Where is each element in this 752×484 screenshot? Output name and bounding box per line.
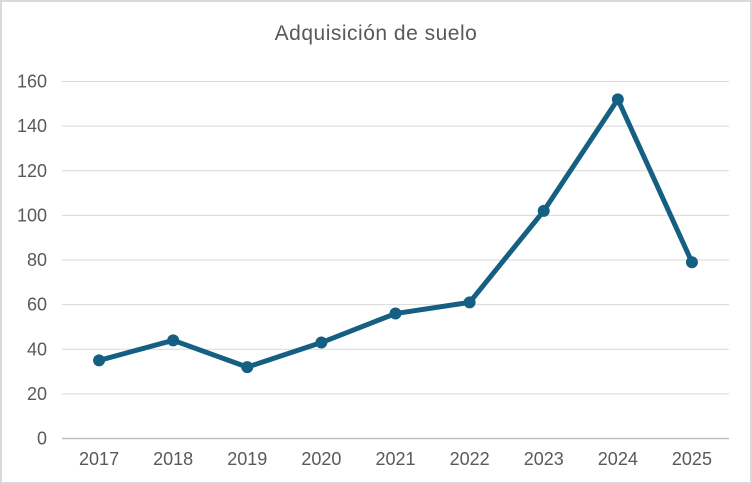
data-point-marker <box>315 336 328 349</box>
y-tick-label: 140 <box>17 116 47 136</box>
chart-title: Adquisición de suelo <box>274 22 478 45</box>
data-point-marker <box>685 256 698 269</box>
x-tick-label: 2023 <box>524 449 564 469</box>
y-tick-label: 40 <box>27 339 47 359</box>
data-point-marker <box>537 204 550 217</box>
data-point-marker <box>389 307 402 320</box>
data-point-marker <box>463 296 476 309</box>
y-tick-label: 160 <box>17 72 47 92</box>
data-point-marker <box>167 334 180 347</box>
data-point-marker <box>93 354 106 367</box>
data-point-marker <box>241 361 254 374</box>
x-tick-label: 2019 <box>227 449 267 469</box>
y-tick-label: 100 <box>17 205 47 225</box>
x-tick-label: 2020 <box>301 449 341 469</box>
y-tick-label: 80 <box>27 250 47 270</box>
y-tick-label: 60 <box>27 295 47 315</box>
x-tick-label: 2025 <box>672 449 712 469</box>
data-point-marker <box>611 93 624 106</box>
x-tick-label: 2018 <box>153 449 193 469</box>
y-tick-label: 20 <box>27 384 47 404</box>
y-tick-label: 120 <box>17 161 47 181</box>
x-tick-label: 2024 <box>598 449 638 469</box>
x-tick-label: 2022 <box>450 449 490 469</box>
y-tick-label: 0 <box>37 429 47 449</box>
x-tick-label: 2021 <box>375 449 415 469</box>
series-line <box>96 96 695 370</box>
x-tick-label: 2017 <box>79 449 119 469</box>
